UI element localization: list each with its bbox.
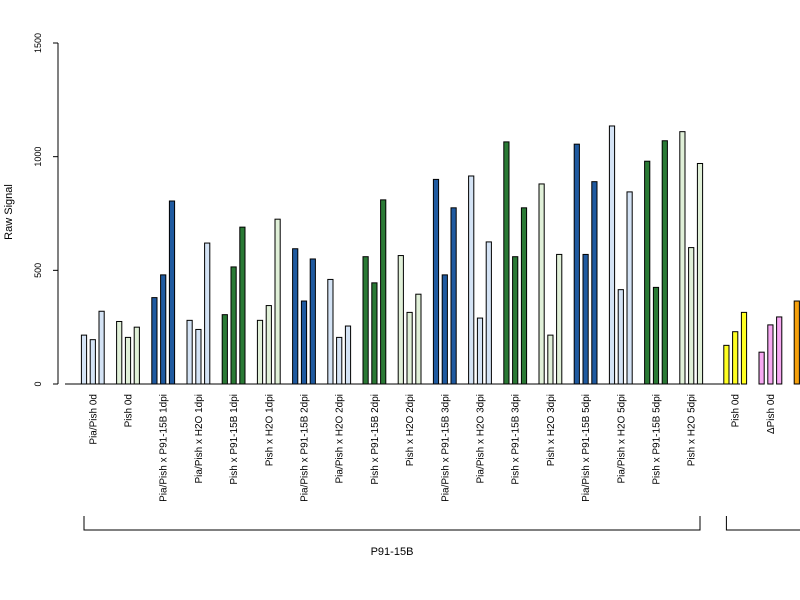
category-label: Pish 0d — [731, 394, 742, 427]
bar — [256, 319, 264, 385]
bar — [608, 125, 616, 385]
bar — [617, 289, 624, 385]
y-axis-title: Raw Signal — [3, 184, 15, 240]
bar — [116, 320, 123, 385]
category-label: Pish x P91-15B 2dpi — [370, 394, 381, 485]
bar — [274, 218, 281, 385]
bar — [582, 253, 589, 385]
bar — [195, 328, 202, 385]
bar — [265, 305, 272, 385]
y-tick-label: 1500 — [33, 33, 43, 53]
bar — [732, 331, 739, 385]
bar — [767, 324, 774, 385]
bar — [292, 248, 299, 385]
bar — [679, 131, 686, 385]
bar — [573, 143, 580, 385]
category-label: Pish x P91-15B 3dpi — [511, 394, 522, 485]
category-labels: Pia/Pish 0d Pish 0d Pia/Pish x P91-15B 1dp… — [88, 394, 777, 502]
bar — [520, 207, 528, 385]
category-label: Pish 0d — [124, 394, 135, 427]
bar — [740, 311, 748, 385]
bar — [450, 207, 457, 385]
bar — [415, 293, 422, 385]
category-label: Pish x H2O 3dpi — [546, 394, 557, 466]
category-label: Pish x P91-15B 1dpi — [229, 394, 240, 485]
category-label: Pish x H2O 5dpi — [687, 394, 698, 466]
bar — [644, 160, 651, 385]
group-label: P91-15B — [371, 546, 414, 558]
bar — [89, 339, 96, 385]
bar — [441, 274, 448, 385]
bar — [336, 336, 343, 385]
category-label: Pia/Pish x P91-15B 3dpi — [440, 394, 451, 502]
bar — [406, 311, 413, 385]
bar — [503, 141, 510, 385]
bar — [397, 255, 404, 385]
bar — [688, 247, 695, 385]
category-label: Pish x P91-15B 5dpi — [652, 394, 663, 485]
bar — [626, 191, 633, 385]
bar — [661, 140, 668, 385]
category-label: Pia/Pish x P91-15B 2dpi — [300, 394, 311, 502]
bar — [468, 175, 475, 385]
category-label: Pia/Pish x P91-15B 5dpi — [581, 394, 592, 502]
bar — [512, 256, 519, 385]
bars — [80, 125, 800, 385]
bar — [151, 297, 158, 385]
bar — [432, 178, 440, 385]
y-axis: 0 500 1000 1500 — [33, 33, 59, 387]
bar — [538, 183, 545, 385]
bar — [309, 258, 316, 385]
category-label: ΔPish 0d — [766, 394, 777, 434]
bar — [133, 326, 140, 385]
bar — [204, 242, 211, 385]
bar — [362, 256, 369, 385]
group-bracket — [725, 516, 800, 531]
bar — [485, 241, 492, 385]
bar — [344, 325, 352, 385]
bar — [793, 300, 800, 385]
bar — [160, 274, 167, 385]
bar — [476, 317, 484, 385]
bar — [696, 162, 704, 385]
category-label: Pish x H2O 1dpi — [264, 394, 275, 466]
y-tick-label: 500 — [33, 263, 43, 278]
bar — [327, 278, 334, 385]
bar — [380, 199, 387, 385]
bar — [98, 310, 105, 385]
y-tick-label: 1000 — [33, 147, 43, 167]
category-label: Pia/Pish x H2O 3dpi — [476, 394, 487, 484]
category-label: Pia/Pish x H2O 2dpi — [335, 394, 346, 484]
bar — [230, 266, 237, 385]
group-bracket — [83, 516, 701, 531]
y-tick-label: 0 — [33, 381, 43, 386]
bar — [300, 300, 308, 385]
bar — [168, 200, 176, 385]
bar — [80, 334, 88, 385]
group-brackets: P91-15BKyu77-07A — [83, 516, 800, 558]
category-label: Pia/Pish x P91-15B 1dpi — [159, 394, 170, 502]
bar — [221, 314, 228, 385]
bar — [758, 351, 765, 385]
bar — [556, 253, 563, 385]
category-label: Pia/Pish x H2O 5dpi — [616, 394, 627, 484]
bar — [652, 286, 660, 385]
category-label: Pia/Pish x H2O 1dpi — [194, 394, 205, 484]
bar — [239, 226, 246, 385]
bar — [186, 319, 193, 385]
bar — [547, 334, 554, 385]
category-label: Pia/Pish 0d — [88, 394, 99, 445]
bar — [371, 282, 378, 385]
bar — [591, 181, 598, 385]
bar — [124, 336, 132, 385]
bar — [723, 344, 730, 385]
bar — [776, 316, 783, 385]
category-label: Pish x H2O 2dpi — [405, 394, 416, 466]
